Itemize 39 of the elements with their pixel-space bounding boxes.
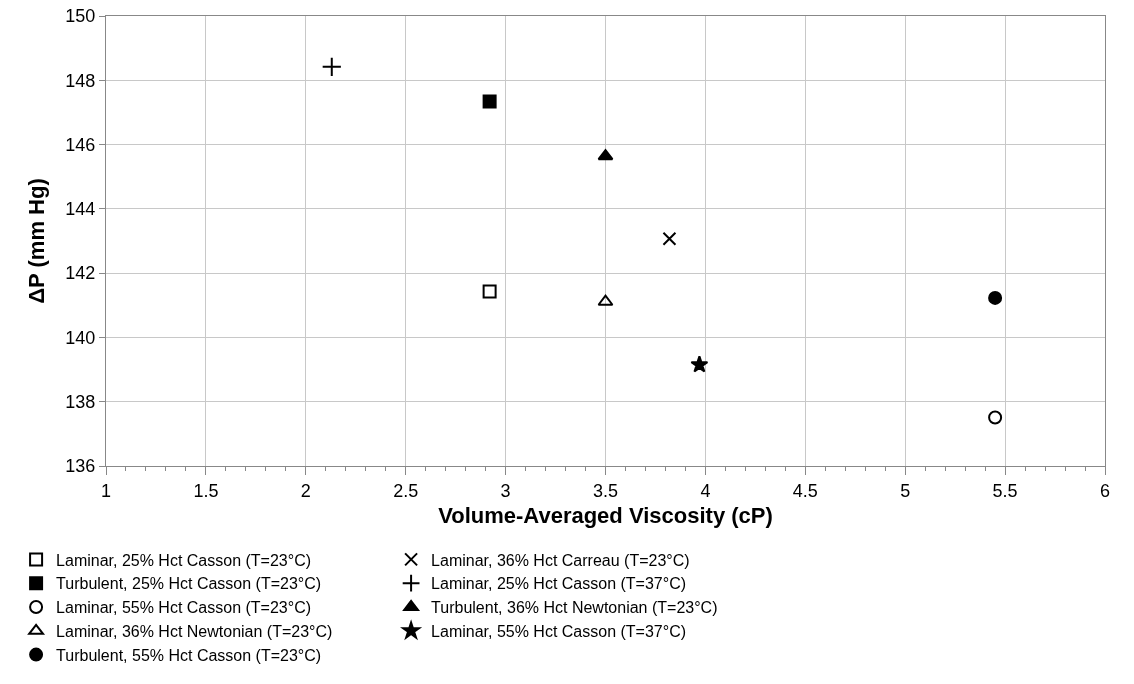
y-tick-label: 144 [65,199,96,220]
y-tick-label: 138 [65,392,96,413]
x-tick-label: 6 [1099,480,1111,501]
point [321,56,342,77]
x-tick-label: 5.5 [992,480,1018,501]
y-tick-label: 136 [65,456,96,477]
x-tick-label: 2.5 [393,480,419,501]
y-axis-title: ΔP (mm Hg) [24,178,50,304]
legend-label: Laminar, 55% Hct Casson (T=37°C) [431,623,687,641]
x-tick-label: 3 [500,480,511,501]
point [988,290,1003,305]
x-tick-label: 2 [300,480,311,501]
point [988,410,1003,425]
y-tick-label: 142 [65,263,96,284]
x-tick-label: 1.5 [193,480,219,501]
x-tick-label: 3.5 [592,480,619,501]
legend-label: Laminar, 55% Hct Casson (T=23°C) [56,599,312,617]
point [597,294,614,306]
point [597,149,614,161]
x-tick-label: 5 [900,480,911,501]
y-tick-label: 148 [65,70,96,91]
legend-label: Laminar, 36% Hct Carreau (T=23°C) [431,551,690,569]
point [482,94,497,109]
legend-label: Laminar, 25% Hct Casson (T=23°C) [56,551,312,569]
y-tick-label: 150 [65,6,96,27]
legend-label: Laminar, 36% Hct Newtonian (T=23°C) [56,623,333,641]
point [662,231,677,246]
legend-label: Turbulent, 36% Hct Newtonian (T=23°C) [431,599,718,617]
x-tick-label: 4 [700,480,711,501]
y-tick-label: 146 [65,134,96,155]
point [482,284,497,299]
y-tick-label: 140 [65,327,96,348]
legend-label: Turbulent, 25% Hct Casson (T=23°C) [56,575,322,593]
legend-label: Laminar, 25% Hct Casson (T=37°C) [431,575,687,593]
x-tick-label: 1 [100,480,112,501]
x-tick-label: 4.5 [792,480,818,501]
legend-label: Turbulent, 55% Hct Casson (T=23°C) [56,646,322,664]
x-axis-title: Volume-Averaged Viscosity (cP) [438,503,773,529]
point [690,355,709,373]
